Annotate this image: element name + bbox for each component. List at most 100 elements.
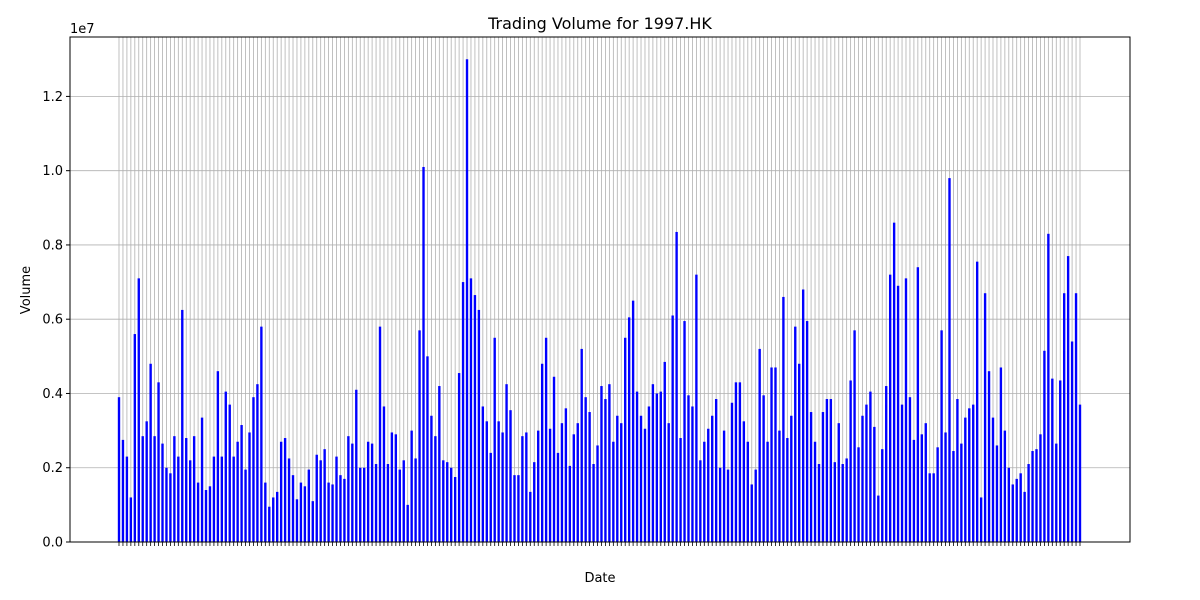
bar [200,417,204,542]
bar [410,430,413,542]
bar [537,430,540,542]
bar [691,406,694,542]
bar [315,454,318,542]
bar [975,261,979,542]
bar [663,361,666,542]
bar [232,456,235,542]
bar [173,436,176,542]
bar [722,430,726,542]
bar [521,436,524,542]
bar [303,486,307,542]
bar [853,330,856,542]
bar [1051,378,1054,542]
bar [707,428,710,542]
bar [351,443,354,542]
bar [667,423,670,542]
bar [738,382,742,542]
bar [928,473,931,542]
bar [877,495,880,542]
bar [904,278,908,542]
bar [703,441,706,542]
bar [924,423,927,542]
bar [616,415,619,542]
y-axis-ticks: 0.0 0.2 0.4 0.6 0.8 1.0 1.2 [42,90,70,551]
bar [117,397,121,542]
bar [394,434,398,542]
bar [794,326,797,542]
bar [493,337,496,542]
bar [260,326,263,542]
bar [497,421,500,542]
bar [865,404,868,542]
bar [742,421,746,542]
x-axis-ticks [118,542,1081,546]
bar [782,296,785,542]
bar [406,504,409,542]
bar [960,443,963,542]
bar [635,391,639,542]
bar [501,432,504,542]
bar [964,417,967,542]
bar [659,391,662,542]
bar [948,178,951,542]
bar [643,428,647,542]
bar [465,59,469,542]
bar [805,321,809,542]
bar [1023,491,1026,542]
bar [299,482,303,542]
y-tick-label: 1.2 [42,90,63,105]
bar [881,449,884,542]
bar [568,465,572,542]
bar [766,441,769,542]
bar [932,473,935,542]
bar [916,267,920,542]
bar [240,425,243,542]
bar [378,326,382,542]
bar [920,434,923,542]
bar [418,330,421,542]
bar [912,439,916,542]
bar [370,443,374,542]
bar [892,222,896,543]
bar [1078,404,1082,542]
bar [363,467,366,542]
bar [714,399,718,542]
bar [343,478,346,542]
x-gridlines [118,37,1081,542]
bar [169,473,172,542]
bar [311,501,314,542]
bar [216,371,220,542]
bar [778,430,781,542]
bar [944,432,947,542]
bar [276,491,279,542]
bar [438,386,441,542]
chart-title: Trading Volume for 1997.HK [487,14,712,33]
bar [695,274,698,542]
bar [730,402,734,542]
bar [869,391,872,542]
bar [1003,430,1007,542]
bar [513,475,516,542]
bar [121,439,125,542]
bar [161,443,164,542]
bar [185,438,188,542]
bar [639,415,643,542]
bar [323,449,326,542]
bar [319,460,322,542]
bar [228,404,231,542]
bar [390,432,394,542]
bar [402,460,405,542]
bar [750,484,753,542]
bar [450,467,453,542]
y-tick-label: 0.2 [42,461,63,476]
bar [825,399,829,542]
bar [165,467,168,542]
bar [256,384,259,542]
bar [287,458,291,542]
bar [192,436,196,542]
bar [291,475,295,542]
bar [434,436,437,542]
bar [457,373,461,542]
bar [979,497,983,542]
bar [861,415,864,542]
